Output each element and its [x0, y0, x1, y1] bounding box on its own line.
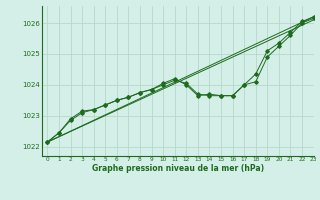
X-axis label: Graphe pression niveau de la mer (hPa): Graphe pression niveau de la mer (hPa) [92, 164, 264, 173]
